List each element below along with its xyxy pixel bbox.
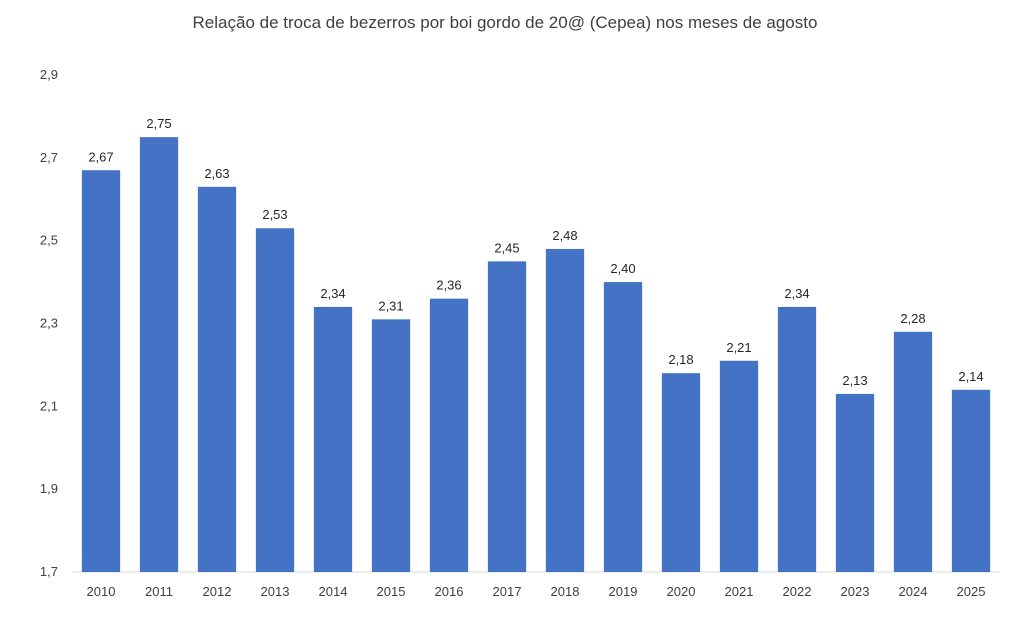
bar-2021 — [719, 360, 759, 572]
data-label-2018: 2,48 — [552, 228, 577, 243]
x-tick-label-2010: 2010 — [87, 584, 116, 599]
y-tick-label: 1,9 — [40, 481, 58, 496]
data-label-2015: 2,31 — [378, 298, 403, 313]
y-tick-label: 2,7 — [40, 150, 58, 165]
y-axis: 1,7 1,9 2,1 2,3 2,5 2,7 2,9 — [40, 67, 58, 579]
data-label-2023: 2,13 — [842, 373, 867, 388]
bar-2022 — [777, 306, 817, 572]
bar-2018 — [545, 248, 585, 572]
bar-2017 — [487, 261, 527, 572]
data-label-2014: 2,34 — [320, 286, 345, 301]
x-tick-label-2020: 2020 — [667, 584, 696, 599]
bar-2015 — [371, 319, 411, 572]
data-label-2016: 2,36 — [436, 278, 461, 293]
x-tick-label-2012: 2012 — [203, 584, 232, 599]
data-label-2019: 2,40 — [610, 261, 635, 276]
x-tick-label-2016: 2016 — [435, 584, 464, 599]
y-tick-label: 1,7 — [40, 564, 58, 579]
data-label-2012: 2,63 — [204, 166, 229, 181]
data-label-2013: 2,53 — [262, 207, 287, 222]
y-tick-label: 2,9 — [40, 67, 58, 82]
data-label-2021: 2,21 — [726, 340, 751, 355]
x-tick-label-2013: 2013 — [261, 584, 290, 599]
data-label-2020: 2,18 — [668, 352, 693, 367]
bars-group — [81, 137, 991, 572]
x-tick-label-2017: 2017 — [493, 584, 522, 599]
bar-2010 — [81, 170, 121, 572]
bar-2019 — [603, 282, 643, 572]
data-labels-group: 2,67 2,75 2,63 2,53 2,34 2,31 2,36 2,45 2,48 2,40… — [88, 116, 983, 388]
bar-2023 — [835, 393, 875, 572]
bar-2011 — [139, 137, 179, 572]
data-label-2017: 2,45 — [494, 240, 519, 255]
data-label-2025: 2,14 — [958, 369, 983, 384]
bar-2020 — [661, 373, 701, 572]
x-tick-label-2015: 2015 — [377, 584, 406, 599]
x-tick-label-2014: 2014 — [319, 584, 348, 599]
x-axis: 2010 2011 2012 2013 2014 2015 2016 2017 2018 2019… — [87, 584, 986, 599]
bar-2016 — [429, 298, 469, 572]
x-tick-label-2023: 2023 — [841, 584, 870, 599]
y-tick-label: 2,3 — [40, 316, 58, 331]
data-label-2022: 2,34 — [784, 286, 809, 301]
x-tick-label-2011: 2011 — [145, 584, 173, 599]
y-tick-label: 2,5 — [40, 233, 58, 248]
x-tick-label-2021: 2021 — [725, 584, 754, 599]
bar-2024 — [893, 331, 933, 572]
x-tick-label-2019: 2019 — [609, 584, 638, 599]
bar-2025 — [951, 389, 991, 572]
x-tick-label-2025: 2025 — [957, 584, 986, 599]
data-label-2010: 2,67 — [88, 149, 113, 164]
bar-2012 — [197, 186, 237, 572]
x-tick-label-2022: 2022 — [783, 584, 812, 599]
bar-2013 — [255, 228, 295, 572]
data-label-2024: 2,28 — [900, 311, 925, 326]
bar-2014 — [313, 306, 353, 572]
chart-title: Relação de troca de bezerros por boi gor… — [193, 13, 818, 32]
data-label-2011: 2,75 — [146, 116, 171, 131]
y-tick-label: 2,1 — [40, 398, 58, 413]
x-tick-label-2018: 2018 — [551, 584, 580, 599]
x-tick-label-2024: 2024 — [899, 584, 928, 599]
